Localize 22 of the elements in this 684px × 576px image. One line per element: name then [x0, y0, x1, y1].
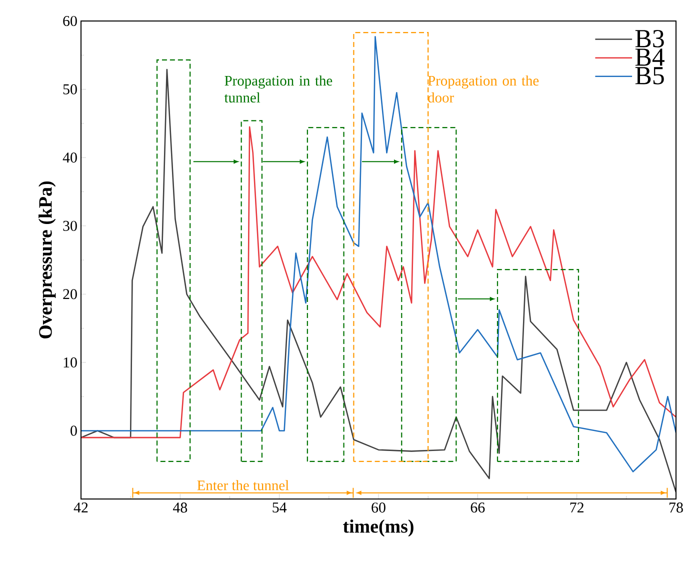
y-tick-label: 30	[63, 220, 77, 231]
x-tick-label: 60	[372, 502, 386, 513]
x-tick-label: 54	[272, 502, 287, 512]
x-axis-title: time(ms)	[343, 519, 414, 537]
legend-label: B4	[635, 48, 664, 66]
annotation: Propagation on the door	[428, 75, 539, 103]
y-tick-label: 60	[63, 16, 77, 26]
x-tick-label: 48	[172, 502, 188, 513]
x-tick-label: 78	[670, 502, 683, 513]
y-tick-label: 50	[63, 84, 77, 94]
y-tick-label: 10	[64, 357, 77, 368]
annotation: Propagation in the tunnel	[224, 75, 332, 103]
x-tick-label: 42	[74, 502, 88, 512]
x-tick-label: 72	[570, 502, 584, 512]
annotation: Enter the tunnel	[197, 480, 289, 490]
legend-label: B5	[635, 67, 664, 84]
y-tick-label: 20	[63, 289, 77, 300]
y-axis-title: Overpressure (kPa)	[38, 182, 56, 338]
x-tick-label: 66	[470, 502, 485, 513]
y-tick-label: 0	[70, 426, 77, 436]
y-tick-label: 40	[62, 152, 77, 163]
legend-label: B3	[635, 30, 664, 48]
